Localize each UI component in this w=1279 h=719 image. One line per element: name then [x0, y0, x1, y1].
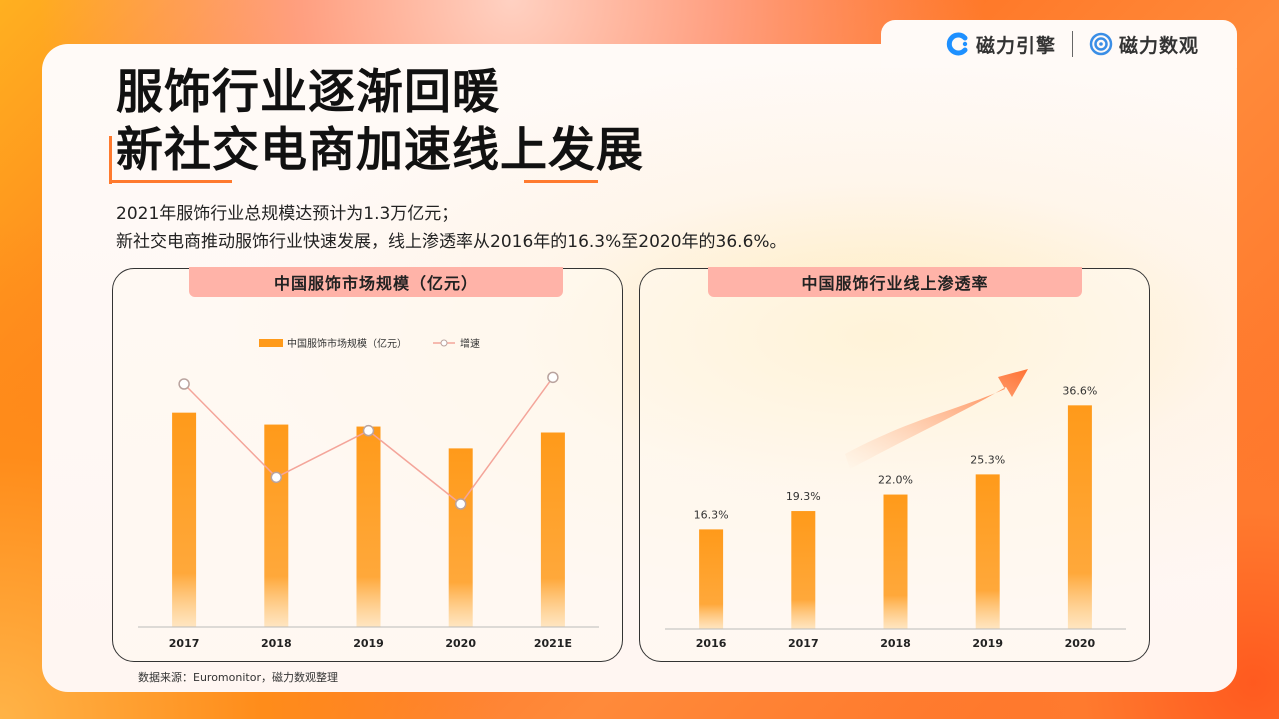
title-underline-right	[524, 180, 598, 183]
growth-point	[178, 378, 190, 390]
subtitle: 2021年服饰行业总规模达预计为1.3万亿元； 新社交电商推动服饰行业快速发展，…	[116, 200, 787, 256]
market-size-bars	[172, 412, 565, 627]
logo-cili-shuguan[interactable]: 磁力数观	[1089, 31, 1199, 58]
penetration-x-tick: 2016	[696, 637, 727, 650]
growth-point	[270, 471, 283, 484]
penetration-x-tick: 2020	[1065, 637, 1096, 650]
legend-bar-label: 中国服饰市场规模（亿元）	[287, 337, 407, 350]
market-size-x-tick: 2018	[261, 637, 292, 650]
market-size-panel: 中国服饰市场规模（亿元） 2017 2018 2019 2020 2021E 中国服饰市场…	[112, 267, 623, 662]
logo-divider	[1071, 31, 1073, 57]
penetration-value-label: 16.3%	[694, 508, 729, 521]
penetration-x-tick: 2019	[972, 637, 1003, 650]
growth-point	[454, 498, 467, 510]
title-line1: 服饰行业逐渐回暖	[116, 65, 500, 120]
growth-point	[362, 424, 375, 437]
penetration-bar	[975, 474, 1000, 629]
legend-line-label: 增速	[460, 337, 480, 350]
logo2-text: 磁力数观	[1118, 34, 1199, 57]
market-size-x-tick: 2020	[445, 637, 476, 650]
market-size-bar	[356, 426, 381, 627]
legend-line-marker	[440, 339, 448, 347]
logo-tab	[881, 20, 1237, 68]
subtitle-line1: 2021年服饰行业总规模达预计为1.3万亿元；	[116, 204, 459, 224]
title-line2: 新社交电商加速线上发展	[116, 123, 644, 178]
legend-bar-swatch	[259, 339, 283, 347]
logo-bar: 磁力引擎 磁力数观	[946, 26, 1199, 62]
penetration-bar	[883, 494, 908, 629]
market-size-bar	[448, 448, 473, 627]
market-size-x-tick: 2021E	[534, 637, 572, 650]
penetration-value-label: 19.3%	[786, 490, 821, 503]
trend-arrow-icon	[845, 369, 1028, 469]
market-size-x-tick: 2019	[353, 637, 384, 650]
title-underline-left	[112, 180, 232, 183]
penetration-panel: 中国服饰行业线上渗透率 16.3% 19.3% 22.0% 25.3% 36.6% 201…	[639, 267, 1150, 662]
market-size-chart: 2017 2018 2019 2020 2021E 中国服饰市场规模（亿元） 增速	[138, 337, 599, 650]
logo-cili-engine[interactable]: 磁力引擎	[946, 31, 1056, 58]
penetration-bars	[699, 405, 1092, 629]
cili-engine-icon	[946, 32, 968, 56]
penetration-value-label: 25.3%	[970, 453, 1005, 466]
penetration-bar	[791, 511, 816, 629]
cili-shuguan-icon	[1089, 32, 1113, 56]
market-size-bar	[172, 412, 197, 627]
logo1-text: 磁力引擎	[975, 34, 1056, 57]
market-size-x-tick: 2017	[169, 637, 200, 650]
title-accent-bar	[109, 136, 112, 184]
penetration-bar	[1067, 405, 1092, 629]
page-title: 服饰行业逐渐回暖 新社交电商加速线上发展	[116, 64, 644, 180]
penetration-x-tick: 2017	[788, 637, 819, 650]
penetration-chart: 16.3% 19.3% 22.0% 25.3% 36.6% 2016 2017 2018 201…	[665, 369, 1126, 650]
penetration-bar	[699, 529, 724, 629]
penetration-value-label: 36.6%	[1062, 384, 1097, 397]
market-size-bar	[264, 424, 289, 627]
growth-point	[547, 371, 559, 384]
subtitle-line2: 新社交电商推动服饰行业快速发展，线上渗透率从2016年的16.3%至2020年的…	[116, 232, 787, 252]
market-size-bar	[540, 432, 565, 627]
penetration-chart-title: 中国服饰行业线上渗透率	[708, 267, 1082, 297]
market-size-chart-title: 中国服饰市场规模（亿元）	[189, 267, 563, 297]
penetration-x-tick: 2018	[880, 637, 911, 650]
data-source: 数据来源：Euromonitor，磁力数观整理	[138, 671, 338, 684]
penetration-value-label: 22.0%	[878, 474, 913, 487]
